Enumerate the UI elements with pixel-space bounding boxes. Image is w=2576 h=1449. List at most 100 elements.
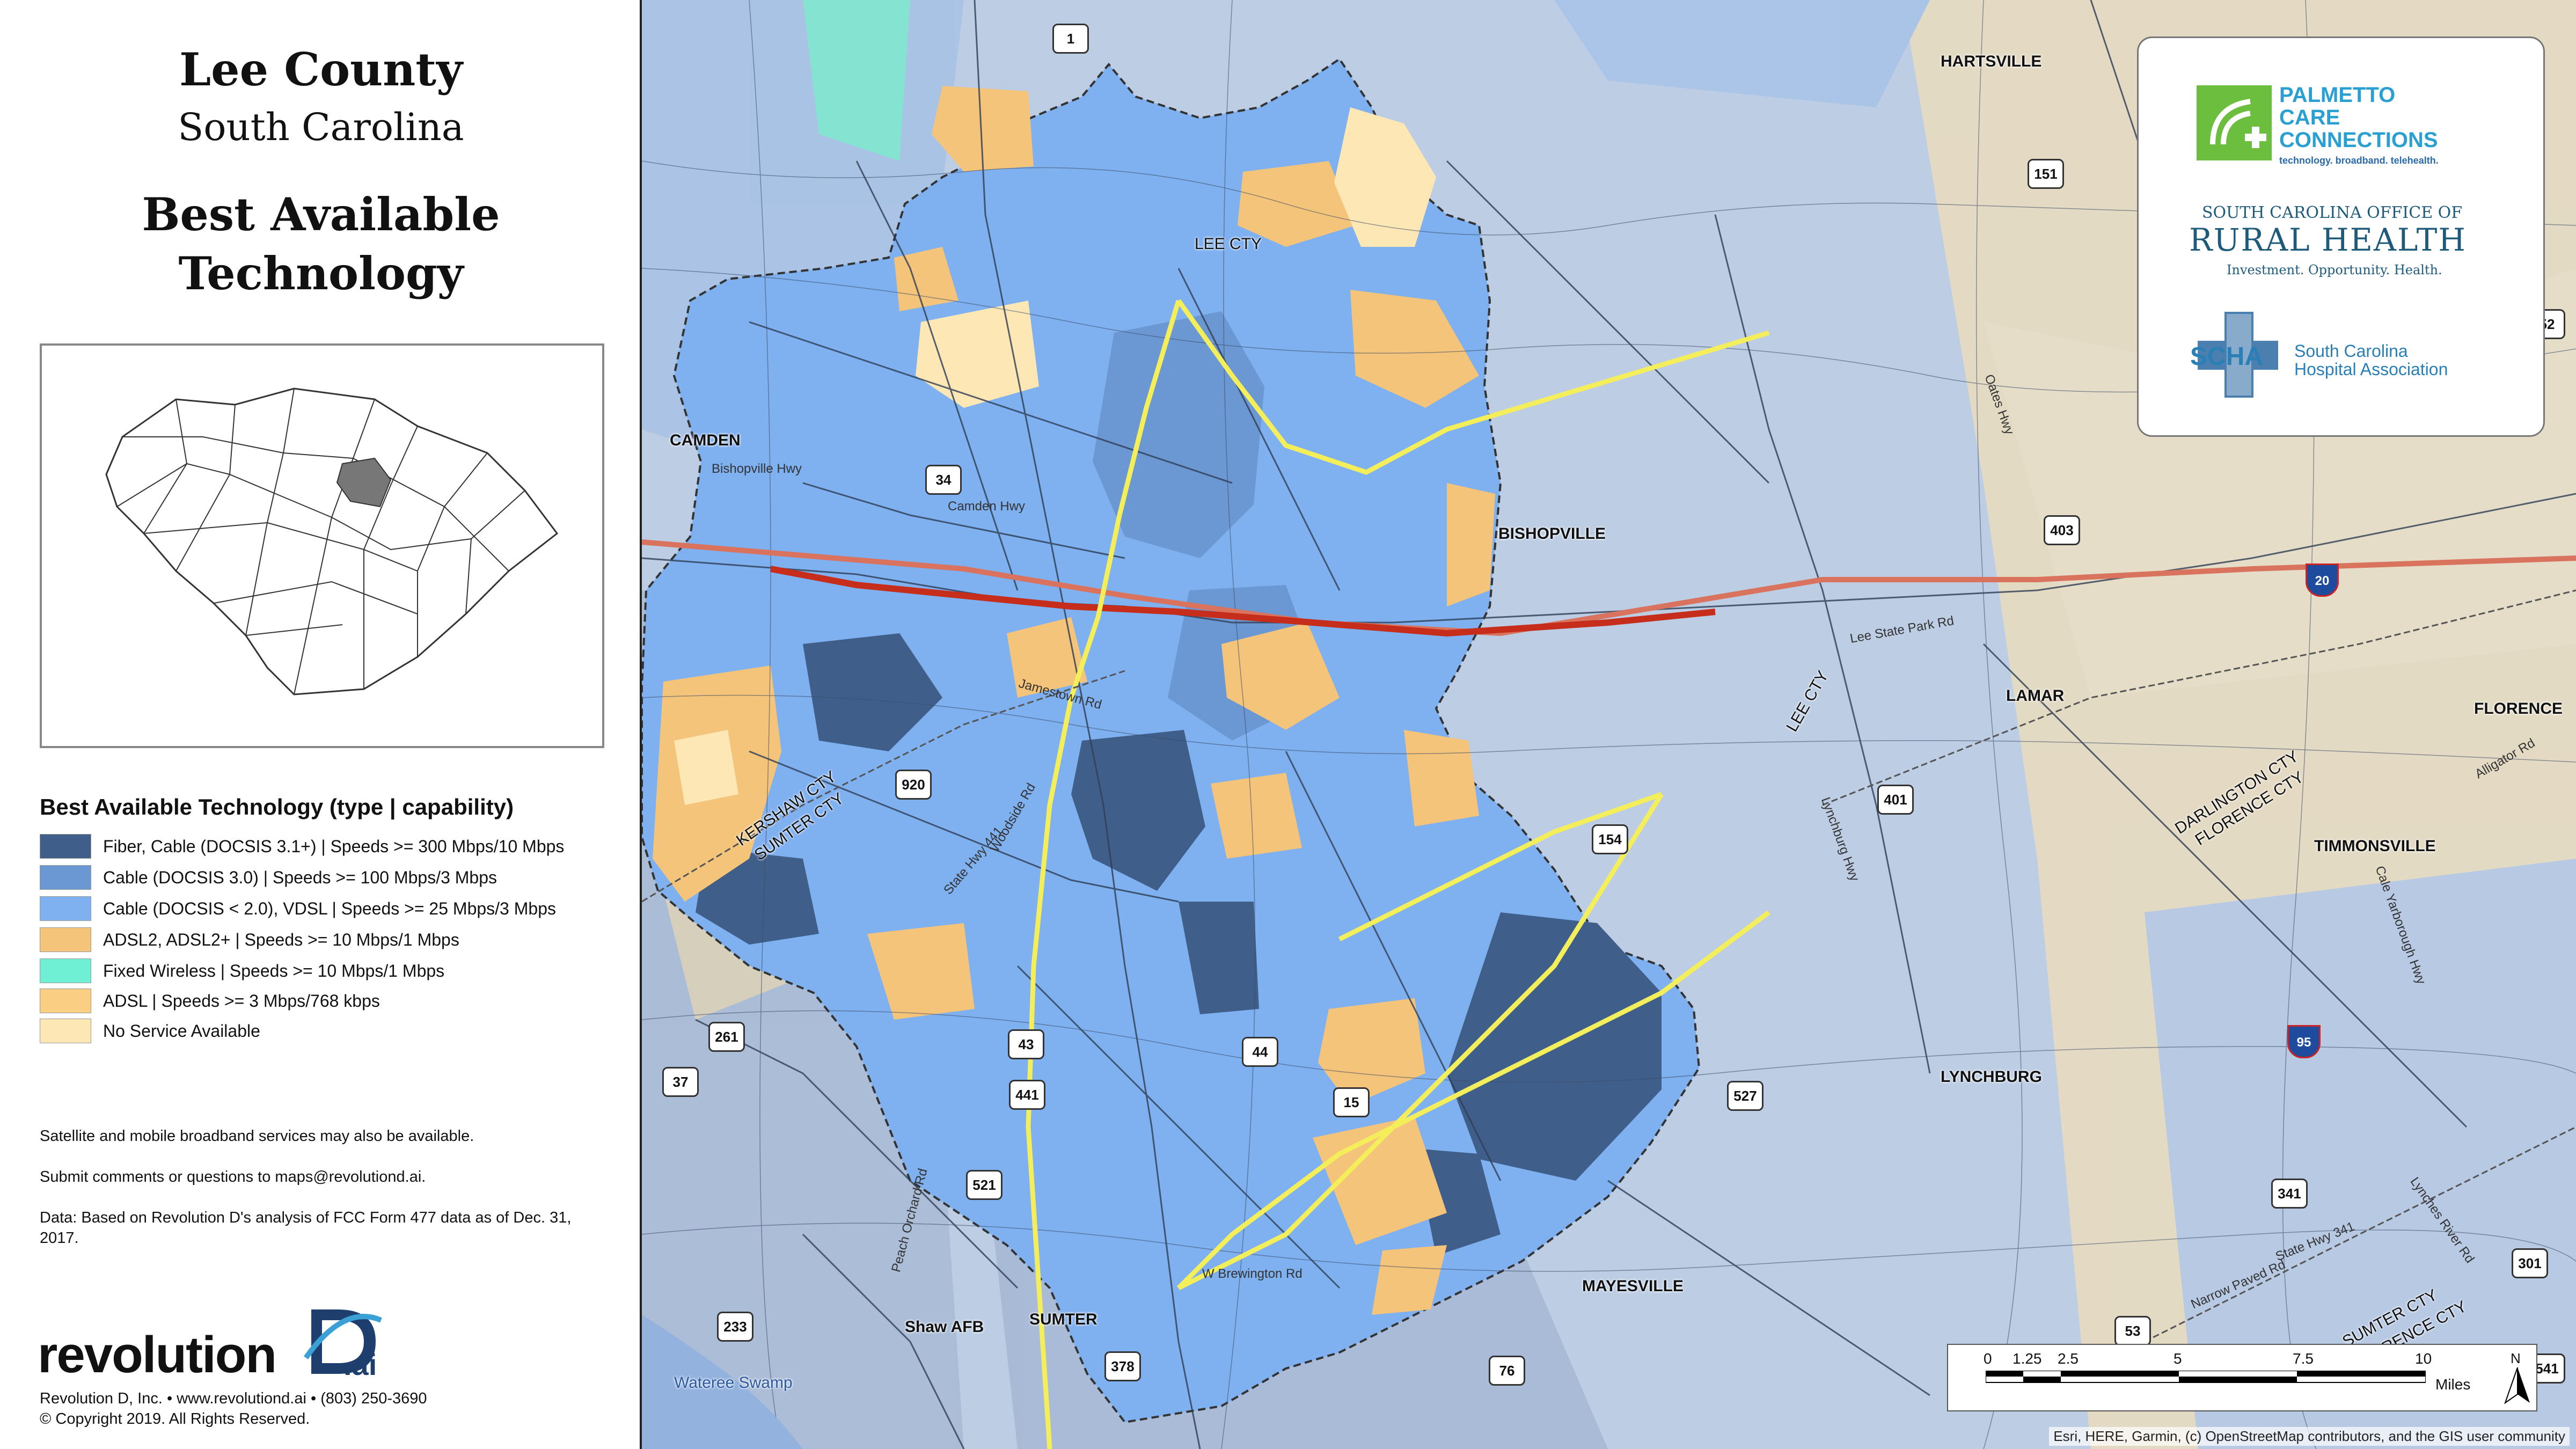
scha-abbr: SCHA (2190, 342, 2264, 371)
legend-title: Best Available Technology (type | capabi… (40, 794, 514, 819)
legend-item-fixed-wireless: Fixed Wireless | Speeds >= 10 Mbps/1 Mbp… (40, 957, 444, 984)
legend-swatch (40, 989, 91, 1013)
revolution-d-logo-icon (303, 1309, 382, 1374)
legend-label: Cable (DOCSIS < 2.0), VDSL | Speeds >= 2… (103, 898, 556, 918)
scale-tick: 5 (2174, 1350, 2182, 1367)
legend-item-adsl: ADSL | Speeds >= 3 Mbps/768 kbps (40, 987, 380, 1014)
pcc-line3: CONNECTIONS (2279, 128, 2438, 152)
map-theme-line2: Technology (178, 247, 464, 300)
footer-contact: Revolution D, Inc. • www.revolutiond.ai … (40, 1390, 427, 1407)
route-shield: 403 (2044, 515, 2080, 545)
legend-label: ADSL | Speeds >= 3 Mbps/768 kbps (103, 991, 380, 1011)
route-shield: 43 (1008, 1029, 1044, 1059)
note-data-source: Data: Based on Revolution D's analysis o… (40, 1209, 572, 1247)
legend-label: No Service Available (103, 1021, 260, 1041)
scale-bar: 0 1.25 2.5 5 7.5 10 Miles N (1947, 1344, 2537, 1411)
rural-health-main: RURAL HEALTH (2189, 222, 2467, 258)
place-label-bishopville: BISHOPVILLE (1498, 525, 1606, 543)
legend-swatch (40, 865, 91, 890)
route-shield: 401 (1877, 785, 1914, 815)
route-shield: 920 (895, 770, 932, 800)
place-label-mayesville: MAYESVILLE (1582, 1277, 1684, 1295)
route-shield: 34 (925, 465, 962, 495)
pcc-line2: CARE (2279, 106, 2340, 129)
sponsor-logo-box: PALMETTO CARE CONNECTIONS technology. br… (2137, 36, 2545, 437)
locator-inset-map (40, 343, 604, 748)
route-shield: 521 (966, 1170, 1002, 1200)
north-arrow-icon (2504, 1367, 2530, 1404)
basemap (642, 0, 2576, 1449)
scha-name-line1: South Carolina (2294, 341, 2408, 361)
scale-tick: 0 (1984, 1350, 1992, 1367)
scale-tick: 7.5 (2293, 1350, 2314, 1367)
legend-label: Fiber, Cable (DOCSIS 3.1+) | Speeds >= 3… (103, 836, 565, 856)
route-shield: 301 (2512, 1248, 2548, 1278)
map-theme-line1: Best Available (142, 188, 500, 241)
route-shield: 441 (1009, 1080, 1045, 1110)
place-label-hartsville: HARTSVILLE (1941, 53, 2042, 70)
interstate-shield: 20 (2306, 564, 2339, 597)
lee-county-highlight (336, 457, 392, 508)
legend-item-adsl2: ADSL2, ADSL2+ | Speeds >= 10 Mbps/1 Mbps (40, 926, 459, 953)
legend-swatch (40, 1019, 91, 1043)
rural-health-sub: Investment. Opportunity. Health. (2227, 262, 2442, 277)
place-label-sumter: SUMTER (1029, 1311, 1097, 1328)
place-label-florence: FLORENCE (2474, 700, 2563, 718)
place-label-lee-cty-north: LEE CTY (1195, 235, 1262, 253)
place-label-camden: CAMDEN (670, 431, 741, 449)
south-carolina-outline (105, 387, 559, 696)
route-shield: 527 (1727, 1081, 1763, 1111)
note-satellite: Satellite and mobile broadband services … (40, 1128, 474, 1145)
scha-name-line2: Hospital Association (2294, 360, 2448, 379)
revolution-logo-ai: .ai (343, 1348, 377, 1381)
place-label-timmonsville: TIMMONSVILLE (2314, 837, 2436, 855)
map-attribution: Esri, HERE, Garmin, (c) OpenStreetMap co… (2049, 1427, 2570, 1446)
road-label-camden-hwy: Camden Hwy (948, 499, 1026, 514)
place-label-lynchburg: LYNCHBURG (1941, 1068, 2042, 1086)
pcc-line1: PALMETTO (2279, 83, 2396, 107)
legend-item-no-service: No Service Available (40, 1018, 260, 1044)
map-title-state: South Carolina (178, 105, 464, 149)
scha-cross-icon (2198, 312, 2278, 398)
note-comments: Submit comments or questions to maps@rev… (40, 1168, 426, 1185)
scale-bar-graphic (1986, 1371, 2426, 1383)
interstate-shield: 95 (2287, 1025, 2321, 1058)
route-shield: 15 (1333, 1087, 1370, 1117)
route-shield: 151 (2028, 159, 2064, 189)
legend-label: ADSL2, ADSL2+ | Speeds >= 10 Mbps/1 Mbps (103, 930, 459, 949)
legend-swatch (40, 834, 91, 859)
road-label-bishopville-hwy: Bishopville Hwy (712, 462, 802, 476)
route-shield: 76 (1489, 1356, 1525, 1386)
place-label-wateree-swamp: Wateree Swamp (674, 1374, 793, 1392)
route-shield: 341 (2271, 1179, 2308, 1209)
road-label-w-brewington-rd: W Brewington Rd (1202, 1267, 1302, 1281)
place-label-lamar: LAMAR (2006, 687, 2065, 705)
scale-unit: Miles (2435, 1376, 2471, 1393)
revolution-logo-wordmark: revolution (38, 1326, 277, 1384)
route-shield: 1 (1052, 24, 1089, 54)
route-shield: 53 (2114, 1316, 2151, 1346)
route-shield: 378 (1104, 1351, 1141, 1381)
north-arrow-label: N (2511, 1350, 2521, 1366)
pcc-tagline: technology. broadband. telehealth. (2279, 155, 2439, 166)
map-title-county: Lee County (179, 43, 463, 96)
legend-panel: Lee County South Carolina Best Available… (0, 0, 642, 1449)
legend-item-fiber: Fiber, Cable (DOCSIS 3.1+) | Speeds >= 3… (40, 833, 564, 860)
route-shield: 261 (708, 1022, 745, 1052)
route-shield: 37 (662, 1067, 699, 1097)
place-label-shaw-afb: Shaw AFB (905, 1318, 984, 1336)
legend-swatch (40, 958, 91, 983)
route-shield: 154 (1592, 824, 1628, 854)
map-canvas[interactable]: HARTSVILLE CAMDEN BISHOPVILLE LAMAR FLOR… (642, 0, 2576, 1449)
route-shield: 44 (1242, 1037, 1278, 1067)
legend-item-cable-2: Cable (DOCSIS < 2.0), VDSL | Speeds >= 2… (40, 895, 556, 922)
legend-label: Fixed Wireless | Speeds >= 10 Mbps/1 Mbp… (103, 961, 445, 980)
legend-swatch (40, 896, 91, 921)
rural-health-top: SOUTH CAROLINA OFFICE OF (2202, 203, 2463, 222)
scale-tick: 10 (2415, 1350, 2432, 1367)
legend-item-cable-3: Cable (DOCSIS 3.0) | Speeds >= 100 Mbps/… (40, 864, 497, 891)
legend-label: Cable (DOCSIS 3.0) | Speeds >= 100 Mbps/… (103, 867, 497, 887)
palmetto-care-connections-icon (2197, 85, 2272, 160)
scale-tick: 2.5 (2058, 1350, 2079, 1367)
scale-tick: 1.25 (2012, 1350, 2042, 1367)
